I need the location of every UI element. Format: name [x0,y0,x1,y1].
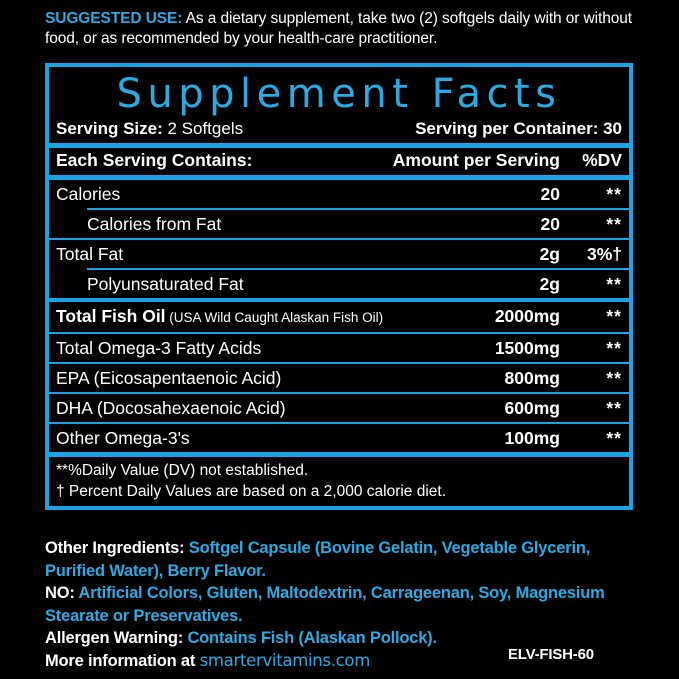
nutrient-name: Other Omega-3's [56,428,190,448]
table-row: Total Omega-3 Fatty Acids 1500mg ** [49,334,629,362]
no-label: NO: [45,584,75,602]
table-row: Total Fish Oil (USA Wild Caught Alaskan … [49,302,629,332]
nutrient-amount: 800mg [504,368,560,388]
servings-per-container: Serving per Container: 30 [415,118,622,140]
nutrient-dv: ** [606,306,622,326]
nutrient-amount: 20 [540,214,560,234]
serving-size-value: 2 Softgels [162,119,244,138]
table-row: Calories from Fat 20 ** [49,210,629,238]
table-row: EPA (Eicosapentaenoic Acid) 800mg ** [49,364,629,392]
nutrient-dv: ** [606,398,622,418]
nutrient-name: DHA (Docosahexaenoic Acid) [56,398,286,418]
footnote-line-2: † Percent Daily Values are based on a 2,… [56,483,447,500]
column-header-dv: %DV [582,150,622,170]
more-info-label: More information at [45,651,196,670]
other-ingredients-block: Other Ingredients: Softgel Capsule (Bovi… [45,537,645,672]
row-separator [49,238,629,240]
other-ingredients-line: Other Ingredients: Softgel Capsule (Bovi… [45,537,645,582]
nutrient-name: Total Fish Oil (USA Wild Caught Alaskan … [56,304,385,330]
no-value: Artificial Colors, Gluten, Maltodextrin,… [45,584,605,625]
table-row: DHA (Docosahexaenoic Acid) 600mg ** [49,394,629,422]
divider-above-footnote [49,452,629,457]
suggested-use-text: As a dietary supplement, take two (2) so… [45,10,632,47]
nutrient-dv: ** [606,368,622,388]
nutrient-name: Calories [56,184,121,204]
table-row: Other Omega-3's 100mg ** [49,424,629,452]
servings-per-container-value: 30 [598,119,622,138]
nutrient-amount: 1500mg [494,338,560,358]
supplement-facts-title: Supplement Facts [116,71,562,117]
table-header-row: Each Serving Contains: Amount per Servin… [49,148,629,175]
other-ingredients-label: Other Ingredients: [45,539,185,557]
serving-size-label: Serving Size: [56,119,163,138]
divider-above-header [49,143,629,148]
footnote-line-1: **%Daily Value (DV) not established. [56,462,309,479]
nutrient-amount: 20 [540,184,560,204]
product-code: ELV-FISH-60 [508,646,594,663]
allergen-line: Allergen Warning: Contains Fish (Alaskan… [45,627,645,650]
table-row: Total Fat 2g 3%† [49,240,629,268]
nutrient-dv: ** [606,214,622,234]
servings-per-container-label: Serving per Container: [415,119,599,138]
row-separator [87,268,629,270]
nutrient-amount: 600mg [504,398,560,418]
serving-info-row: Serving Size: 2 Softgels Serving per Con… [49,118,629,143]
divider-group [49,298,629,302]
nutrient-name: Total Omega-3 Fatty Acids [56,338,262,358]
nutrient-dv: 3%† [586,244,622,264]
allergen-label: Allergen Warning: [45,629,184,647]
website-link[interactable]: smartervitamins.com [199,650,371,670]
row-separator [49,332,629,334]
divider-below-header [49,175,629,180]
suggested-use-block: SUGGESTED USE: As a dietary supplement, … [45,9,637,48]
nutrient-dv: ** [606,274,622,294]
table-row: Polyunsaturated Fat 2g ** [49,270,629,298]
no-contains-line: NO: Artificial Colors, Gluten, Maltodext… [45,582,645,627]
nutrient-amount: 2g [539,244,560,264]
nutrient-name: Polyunsaturated Fat [87,274,244,294]
nutrient-name-note: (USA Wild Caught Alaskan Fish Oil) [165,310,384,325]
column-header-amount: Amount per Serving [392,150,560,170]
more-info-line: More information at smartervitamins.com [45,650,645,673]
nutrient-dv: ** [606,338,622,358]
row-separator [87,208,629,210]
nutrient-dv: ** [606,428,622,448]
row-separator [49,362,629,364]
row-separator [49,392,629,394]
serving-size: Serving Size: 2 Softgels [56,118,243,140]
allergen-value: Contains Fish (Alaskan Pollock). [183,629,437,647]
nutrient-amount: 2g [539,274,560,294]
table-row: Calories 20 ** [49,180,629,208]
column-header-name: Each Serving Contains: [56,150,253,170]
footnote-block: **%Daily Value (DV) not established. † P… [49,457,629,506]
nutrient-amount: 2000mg [494,306,560,326]
nutrient-dv: ** [606,184,622,204]
row-separator [49,422,629,424]
nutrient-amount: 100mg [504,428,560,448]
nutrient-name-main: Total Fish Oil [56,306,166,326]
nutrient-name: EPA (Eicosapentaenoic Acid) [56,368,282,388]
supplement-facts-panel: Supplement Facts Serving Size: 2 Softgel… [45,63,633,510]
nutrient-name: Total Fat [56,244,124,264]
suggested-use-label: SUGGESTED USE: [45,10,183,27]
nutrient-name: Calories from Fat [87,214,222,234]
other-ingredients-value: Softgel Capsule (Bovine Gelatin, Vegetab… [45,539,591,580]
